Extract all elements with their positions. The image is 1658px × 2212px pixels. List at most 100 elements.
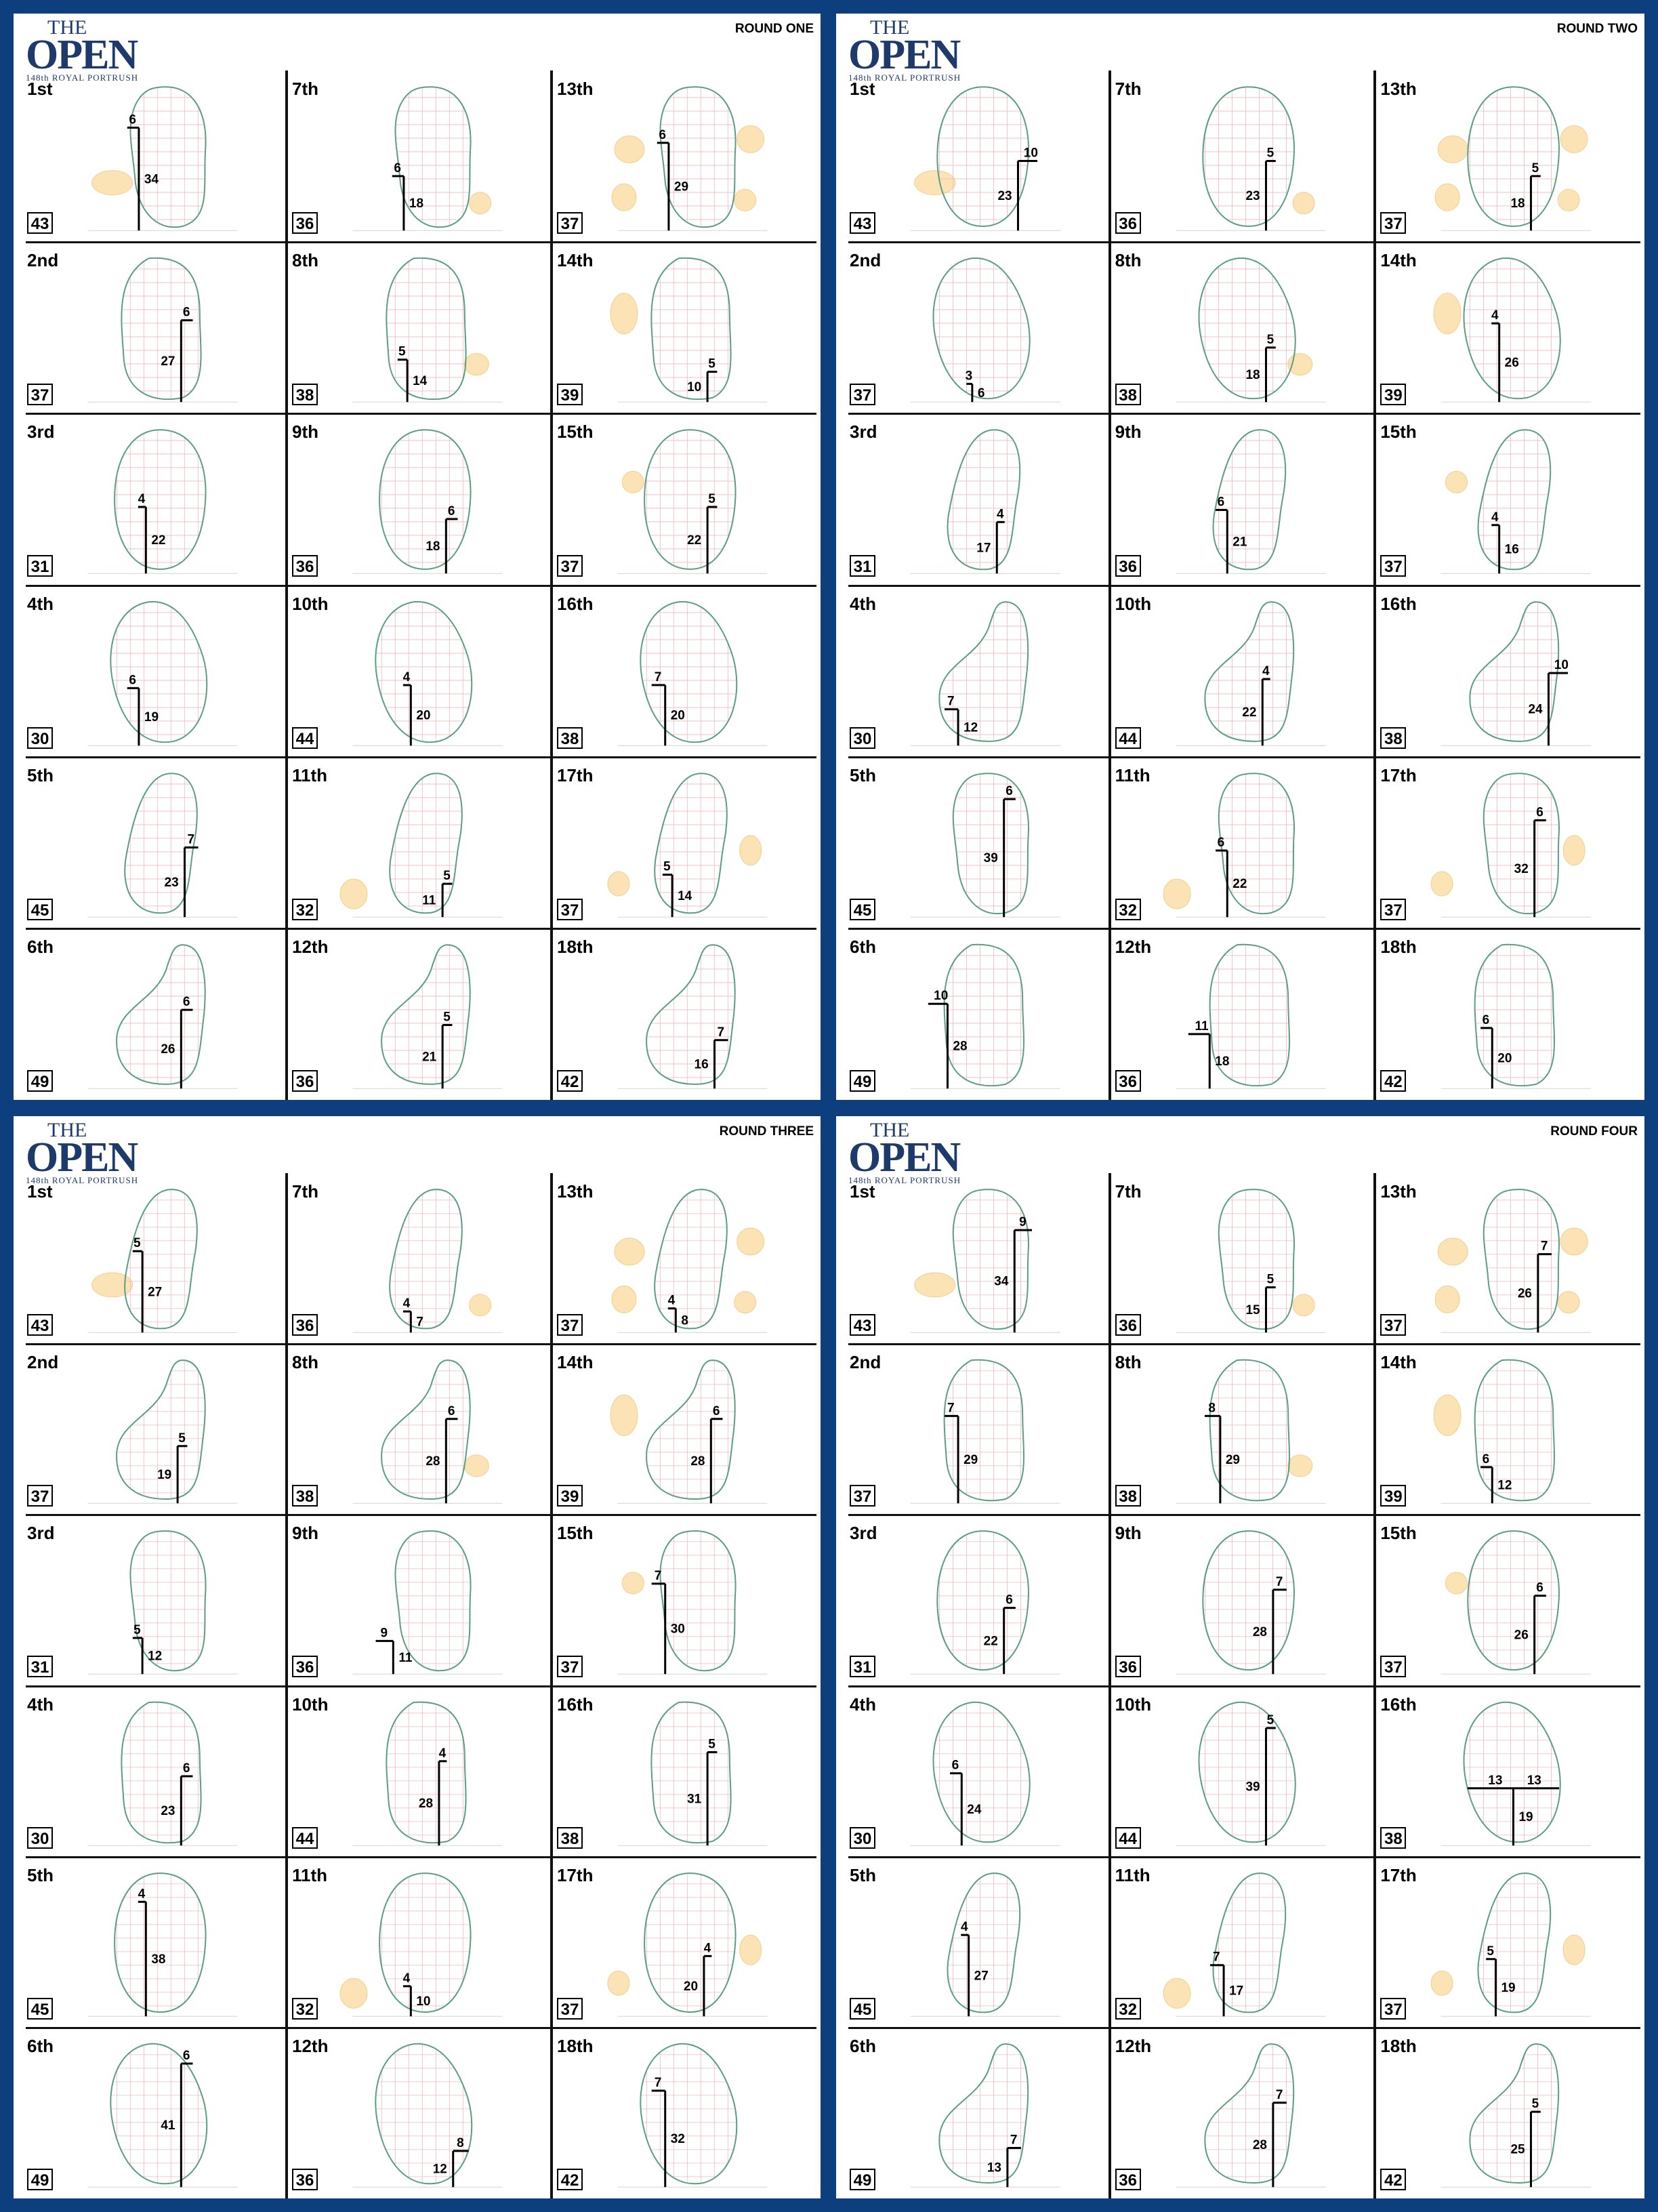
green-grid [947,430,1020,570]
hole-number: 4th [27,1694,54,1715]
column-divider [550,70,553,1100]
green-outline [116,1359,206,1500]
hole-number: 7th [1115,79,1142,99]
lateral-distance: 6 [129,112,136,127]
green-outline [936,86,1029,227]
depth-distance: 14 [678,889,692,903]
green-length-box: 42 [557,2168,583,2190]
lateral-distance: 5 [1266,1273,1274,1287]
green-length-box: 38 [292,384,318,406]
hole-number: 15th [557,422,594,443]
green-length-box: 44 [1115,726,1141,749]
lateral-distance: 4 [138,492,146,506]
row-divider [848,241,1640,244]
row-divider [848,1856,1640,1858]
lateral-distance: 7 [1213,1950,1220,1964]
lateral-distance: 7 [188,832,195,846]
green-length-box: 38 [557,1826,583,1849]
hole-cell: 8th 38 5 18 [1114,242,1373,411]
green-diagram: 7 12 [910,600,1060,746]
lateral-distance: 10 [1554,658,1569,672]
hole-cell: 3rd 31 4 22 [26,413,284,582]
green-grid [117,945,205,1084]
lateral-distance: 6 [448,1404,455,1418]
hole-number: 4th [850,1694,876,1715]
depth-distance: 12 [148,1650,162,1664]
hole-cell: 8th 38 6 28 [291,1344,549,1512]
lateral-distance: 9 [380,1626,388,1641]
depth-distance: 38 [151,1952,165,1966]
hole-number: 13th [1380,1181,1417,1202]
lateral-distance: 5 [1266,333,1274,347]
lateral-distance: 6 [394,161,401,176]
depth-distance: 18 [409,197,423,211]
hole-number: 11th [1115,764,1151,785]
bunker [1292,1294,1315,1317]
depth-distance: 19 [144,710,159,724]
hole-number: 8th [292,250,318,271]
hole-number: 9th [1115,1523,1142,1544]
lateral-distance: 5 [133,1236,141,1250]
hole-cell: 3rd 31 4 17 [848,413,1107,582]
green-diagram: 6 28 [352,1359,503,1504]
hole-number: 18th [1380,936,1417,957]
green-grid [937,1531,1029,1671]
hole-cell: 6th 49 7 13 [848,2028,1107,2196]
depth-distance: 39 [1245,1780,1260,1794]
green-outline [947,429,1021,571]
green-length-box: 36 [292,1314,318,1336]
hole-number: 12th [1115,936,1152,957]
lateral-distance: 6 [1537,805,1544,819]
hole-number: 10th [1115,593,1152,614]
green-grid [381,945,470,1084]
hole-cell: 8th 38 8 29 [1114,1344,1373,1512]
green-diagram: 6 23 [87,1701,238,1846]
green-diagram: 7 30 [617,1530,768,1675]
hole-number: 6th [850,936,876,957]
green-outline [394,1530,472,1672]
hole-number: 8th [292,1352,318,1373]
green-diagram: 4 27 [910,1872,1060,2017]
green-outline [938,600,1029,742]
hole-cell: 10th 44 4 28 [291,1686,549,1854]
green-outline [650,257,732,401]
green-outline [129,1530,207,1672]
green-length-box: 37 [850,384,875,406]
green-length-box: 31 [27,1656,53,1678]
hole-cell: 6th 49 6 26 [26,928,284,1097]
bunker [1560,1227,1588,1256]
lateral-distance: 4 [668,1294,676,1308]
bunker [1434,1285,1460,1313]
hole-cell: 2nd 37 5 19 [26,1344,284,1512]
bunker [914,1272,956,1298]
green-length-box: 36 [1115,1656,1141,1678]
green-length-box: 39 [557,384,583,406]
hole-number: 4th [27,593,54,614]
bunker [621,471,644,494]
green-diagram: 6 39 [910,772,1060,918]
hole-number: 9th [292,422,318,443]
lateral-distance: 7 [1276,2088,1283,2102]
green-diagram: 6 22 [1163,772,1326,918]
hole-number: 15th [1380,1523,1417,1544]
green-outline [1467,86,1560,227]
hole-number: 14th [557,250,594,271]
green-diagram: 5 14 [607,772,768,918]
hole-cell: 4th 30 6 23 [26,1686,284,1854]
hole-number: 9th [1115,422,1142,443]
bunker [1163,878,1191,909]
row-divider [848,1514,1640,1517]
green-outline [379,429,472,571]
green-outline [1474,1359,1556,1502]
row-divider [26,927,816,930]
round-sheet: THE OPEN 148th ROYAL PORTRUSH ROUND THREE 1s… [14,1116,821,2198]
green-grid [939,601,1029,741]
green-diagram: 6 26 [1441,1530,1592,1675]
green-diagram: 6 21 [1176,429,1326,575]
depth-distance: 22 [1242,705,1256,720]
lateral-distance: 5 [178,1431,186,1446]
depth-distance: 26 [1505,356,1519,370]
green-diagram: 5 12 [87,1530,238,1675]
green-outline [1198,258,1296,400]
depth-distance: 12 [1498,1479,1512,1493]
